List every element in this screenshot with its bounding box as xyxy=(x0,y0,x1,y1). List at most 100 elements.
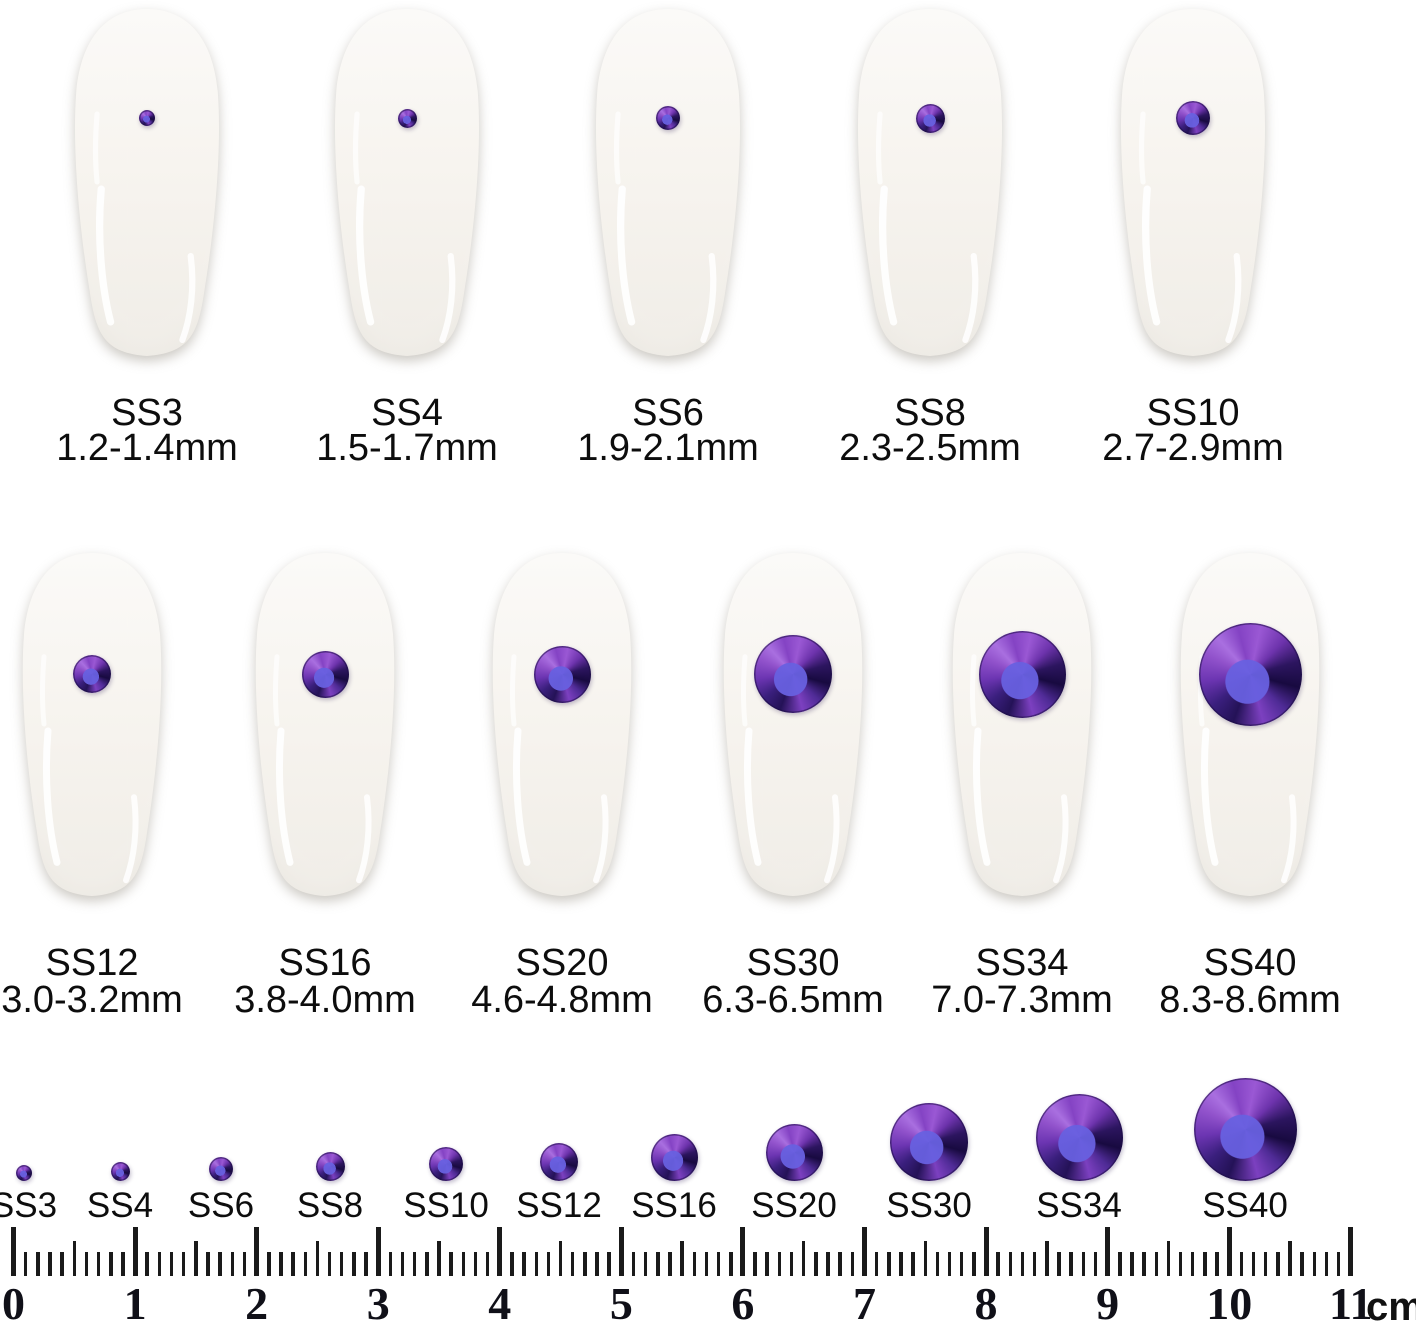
ruler-mm-tick xyxy=(716,1252,721,1276)
size-code-label-ss34: SS34 xyxy=(975,942,1069,984)
flat-stone-ss40 xyxy=(1193,1078,1297,1181)
ruler-mm-tick xyxy=(947,1252,952,1276)
ruler-mm-tick xyxy=(656,1252,660,1276)
ruler-mm-tick xyxy=(1142,1252,1146,1276)
ruler-half-cm-tick xyxy=(1045,1241,1049,1276)
nail-swatch-ss4 xyxy=(329,4,485,360)
ruler-mm-tick xyxy=(1118,1252,1122,1276)
size-code-label-ss16: SS16 xyxy=(278,942,372,984)
size-code-label-ss10: SS10 xyxy=(1146,392,1240,434)
ruler-mm-tick xyxy=(570,1252,575,1276)
flat-stone-label-ss8: SS8 xyxy=(296,1186,364,1225)
nail-tip-shape xyxy=(256,553,394,896)
nail-stone-ss30 xyxy=(754,635,832,713)
ruler-half-cm-tick xyxy=(1288,1241,1292,1276)
size-code-label-ss40: SS40 xyxy=(1203,942,1297,984)
nail-stone-ss6 xyxy=(656,106,680,130)
ruler-mm-tick xyxy=(1263,1252,1268,1276)
ruler-mm-tick xyxy=(1093,1252,1098,1276)
ruler-mm-tick xyxy=(1300,1252,1304,1276)
ruler-mm-tick xyxy=(84,1252,89,1276)
size-code-label-ss4: SS4 xyxy=(371,392,443,434)
ruler-number-11: 11 xyxy=(1329,1278,1373,1326)
ruler-half-cm-tick xyxy=(315,1241,320,1276)
ruler-mm-tick xyxy=(181,1252,186,1276)
ruler-mm-tick xyxy=(1008,1252,1013,1276)
ruler-mm-tick xyxy=(1324,1252,1329,1276)
ruler-number-3: 3 xyxy=(366,1278,390,1326)
flat-stone-label-ss4: SS4 xyxy=(86,1186,154,1225)
ruler-mm-tick xyxy=(996,1252,1000,1276)
flat-stone-label-ss40: SS40 xyxy=(1202,1186,1288,1225)
nail-tip-shape xyxy=(335,9,479,356)
ruler-mm-tick xyxy=(109,1252,113,1276)
size-range-label-ss8: 2.3-2.5mm xyxy=(839,427,1021,469)
ruler-mm-tick xyxy=(1239,1252,1244,1276)
flat-stone-label-ss30: SS30 xyxy=(886,1186,972,1225)
size-range-label-ss4: 1.5-1.7mm xyxy=(316,427,498,469)
ruler-mm-tick xyxy=(1154,1252,1158,1276)
nail-stone-ss8 xyxy=(915,103,945,133)
ruler-cm-tick xyxy=(1348,1227,1354,1276)
ruler-half-cm-tick xyxy=(801,1241,806,1276)
ruler-cm-tick xyxy=(618,1227,624,1276)
ruler-unit-label: cm xyxy=(1366,1285,1416,1326)
size-code-label-ss30: SS30 xyxy=(746,942,840,984)
ruler-mm-tick xyxy=(522,1252,526,1276)
nail-tip-shape xyxy=(953,553,1091,896)
size-range-label-ss10: 2.7-2.9mm xyxy=(1102,427,1284,469)
size-code-label-ss6: SS6 xyxy=(632,392,704,434)
nail-swatch-ss12 xyxy=(17,548,167,900)
ruler-mm-tick xyxy=(899,1252,903,1276)
ruler-half-cm-tick xyxy=(680,1241,684,1276)
ruler-mm-tick xyxy=(400,1252,405,1276)
ruler-mm-tick xyxy=(425,1252,429,1276)
ruler-mm-tick xyxy=(48,1252,52,1276)
ruler-mm-tick xyxy=(364,1252,368,1276)
ruler-mm-tick xyxy=(36,1252,40,1276)
size-code-label-ss20: SS20 xyxy=(515,942,609,984)
nail-tip-shape xyxy=(23,553,161,896)
size-range-label-ss16: 3.8-4.0mm xyxy=(234,979,416,1021)
ruler-number-2: 2 xyxy=(245,1278,269,1326)
ruler-mm-tick xyxy=(169,1252,174,1276)
ruler-mm-tick xyxy=(765,1252,769,1276)
nail-stone-ss12 xyxy=(73,655,111,693)
nail-tip-shape xyxy=(75,9,219,356)
ruler-mm-tick xyxy=(449,1252,453,1276)
flat-stone-ss12 xyxy=(540,1143,578,1181)
ruler-half-cm-tick xyxy=(558,1241,563,1276)
ruler-cm-tick xyxy=(132,1227,138,1276)
ruler-mm-tick xyxy=(1032,1252,1037,1276)
ruler-mm-tick xyxy=(607,1252,611,1276)
flat-stone-ss6 xyxy=(209,1157,233,1181)
nail-stone-ss34 xyxy=(978,630,1066,718)
nail-tip-shape xyxy=(596,9,740,356)
ruler-cm-tick xyxy=(861,1227,867,1276)
ruler-cm-tick xyxy=(1105,1227,1111,1276)
ruler-half-cm-tick xyxy=(1166,1241,1171,1276)
ruler-mm-tick xyxy=(145,1252,149,1276)
ruler-mm-tick xyxy=(352,1252,356,1276)
flat-stone-ss30 xyxy=(890,1103,968,1181)
nail-tip-shape xyxy=(858,9,1002,356)
ruler-number-7: 7 xyxy=(852,1278,876,1326)
nail-tip-shape xyxy=(1121,9,1265,356)
ruler-half-cm-tick xyxy=(923,1241,928,1276)
ruler-half-cm-tick xyxy=(194,1241,198,1276)
flat-stone-ss3 xyxy=(16,1165,32,1181)
ruler-mm-tick xyxy=(838,1252,842,1276)
flat-stone-ss4 xyxy=(110,1162,130,1181)
ruler-mm-tick xyxy=(1178,1252,1183,1276)
ruler-mm-tick xyxy=(1203,1252,1207,1276)
ruler-mm-tick xyxy=(546,1252,551,1276)
flat-stone-label-ss12: SS12 xyxy=(516,1186,602,1225)
ruler-mm-tick xyxy=(814,1252,818,1276)
nail-tip-shape xyxy=(493,553,631,896)
flat-stone-label-ss20: SS20 xyxy=(751,1186,837,1225)
ruler-mm-tick xyxy=(534,1252,538,1276)
ruler-number-6: 6 xyxy=(731,1278,755,1326)
nail-swatch-ss20 xyxy=(487,548,637,900)
ruler-mm-tick xyxy=(959,1252,964,1276)
ruler-mm-tick xyxy=(60,1252,64,1276)
